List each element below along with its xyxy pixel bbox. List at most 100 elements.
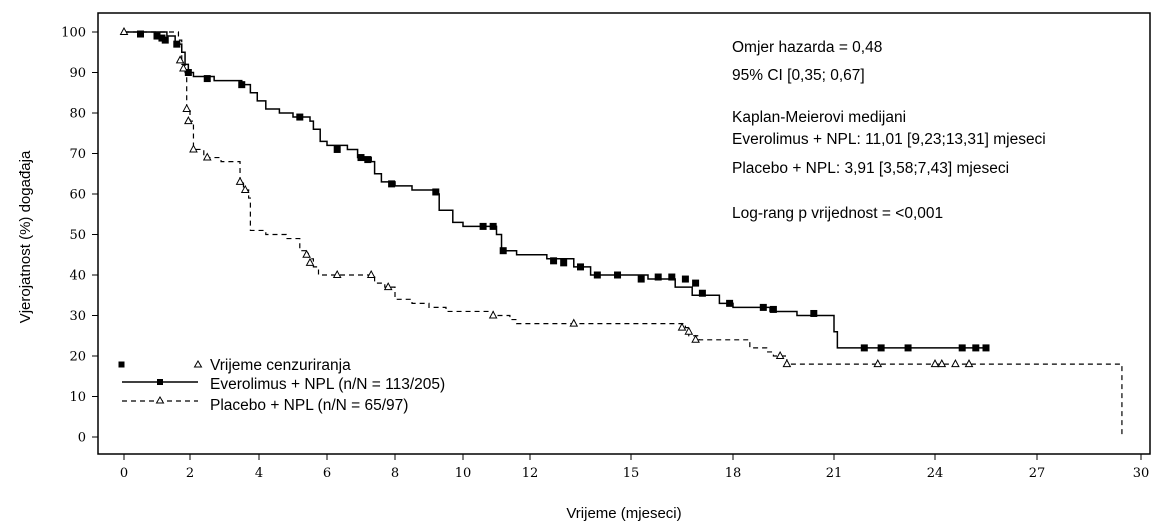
censor-marker-triangle: [366, 269, 376, 278]
censor-marker-triangle: [873, 359, 883, 368]
censor-marker-square: [364, 156, 372, 164]
censor-marker-triangle: [184, 116, 193, 125]
placebo-curve: [124, 31, 1123, 437]
censor-marker-square: [333, 145, 341, 153]
legend-everolimus-marker-icon: [157, 379, 163, 385]
censor-marker-square: [668, 273, 676, 281]
censor-marker-triangle: [202, 152, 212, 161]
censor-marker-triangle: [691, 334, 700, 343]
censor-marker-square: [593, 271, 601, 279]
censor-marker-triangle: [937, 359, 947, 368]
censor-marker-square: [184, 69, 192, 76]
censor-marker-triangle: [240, 184, 250, 193]
x-tick-label: 10: [455, 466, 472, 481]
censor-marker-square: [810, 309, 818, 317]
censor-marker-triangle: [488, 310, 498, 319]
censor-marker-triangle: [179, 63, 188, 72]
x-tick-label: 4: [255, 466, 263, 481]
x-tick-label: 0: [120, 466, 128, 481]
ci-text: 95% CI [0,35; 0,67]: [732, 67, 865, 84]
censor-marker-square: [499, 247, 507, 255]
censor-marker-triangle: [235, 176, 245, 185]
censor-marker-square: [550, 257, 558, 265]
censor-marker-square: [904, 344, 912, 352]
censor-marker-square: [432, 188, 440, 196]
x-tick-label: 2: [186, 466, 194, 481]
censor-marker-square: [726, 299, 734, 307]
censor-marker-square: [759, 303, 767, 311]
censor-marker-square: [388, 180, 396, 188]
censor-marker-square: [681, 275, 689, 283]
y-axis-label: Vjerojatnost (%) događaja: [17, 150, 34, 323]
hazard-ratio-text: Omjer hazarda = 0,48: [732, 39, 882, 56]
legend-censor-label: Vrijeme cenzuriranja: [210, 357, 351, 374]
x-axis: 0 2 4 6 8 10 12 15 18 21 24 27 30: [120, 454, 1149, 481]
censor-marker-square: [137, 30, 144, 38]
x-tick-label: 30: [1133, 466, 1150, 481]
censor-marker-square: [614, 271, 622, 279]
x-axis-label: Vrijeme (mjeseci): [566, 505, 681, 522]
censor-marker-triangle: [684, 326, 694, 335]
censor-marker-square: [877, 344, 885, 352]
legend-censor-square-icon: [118, 361, 125, 368]
x-tick-label: 8: [391, 466, 399, 481]
legend-censor-triangle-icon: [193, 360, 203, 368]
logrank-text: Log-rang p vrijednost = <0,001: [732, 205, 943, 222]
x-tick-label: 15: [623, 466, 640, 481]
series-layer: [119, 26, 1123, 437]
censor-marker-square: [296, 113, 304, 121]
y-tick-label: 60: [69, 188, 86, 203]
censor-marker-square: [161, 36, 169, 44]
y-tick-label: 0: [78, 431, 86, 446]
y-tick-label: 20: [69, 350, 86, 365]
censor-marker-square: [357, 154, 365, 162]
censor-marker-triangle: [175, 55, 185, 64]
censor-marker-triangle: [332, 269, 342, 278]
censor-marker-square: [637, 275, 645, 283]
censor-marker-square: [153, 32, 161, 40]
y-tick-label: 90: [69, 66, 86, 81]
censor-marker-triangle: [951, 359, 960, 368]
series-everolimus: [124, 30, 990, 352]
km-medians-heading: Kaplan-Meierovi medijani: [732, 109, 906, 126]
censor-marker-square: [692, 279, 700, 287]
censor-marker-triangle: [182, 103, 192, 112]
censor-marker-triangle: [383, 282, 393, 291]
censor-marker-square: [203, 75, 211, 83]
y-tick-label: 70: [69, 147, 86, 162]
x-tick-label: 6: [323, 466, 331, 481]
censor-marker-triangle: [930, 359, 940, 368]
censor-marker-triangle: [305, 257, 315, 266]
y-tick-label: 10: [69, 390, 86, 405]
censor-marker-triangle: [677, 322, 687, 331]
censor-marker-triangle: [189, 144, 198, 153]
y-tick-label: 50: [69, 228, 86, 243]
x-tick-label: 24: [927, 466, 944, 481]
y-tick-label: 100: [61, 26, 86, 41]
y-axis: 0 10 20 30 40 50 60 70 80 90 100: [61, 26, 98, 446]
placebo-median-text: Placebo + NPL: 3,91 [3,58;7,43] mjeseci: [732, 160, 1009, 177]
censor-marker-triangle: [302, 249, 311, 258]
y-tick-label: 30: [69, 309, 86, 324]
y-tick-label: 80: [69, 107, 86, 122]
censor-marker-square: [479, 222, 487, 230]
censor-marker-triangle: [775, 350, 785, 359]
censor-marker-square: [173, 40, 181, 48]
censor-marker-triangle: [964, 359, 974, 368]
censor-marker-square: [982, 344, 990, 352]
x-tick-label: 27: [1029, 466, 1046, 481]
censor-marker-square: [577, 263, 584, 271]
legend-everolimus-label: Everolimus + NPL (n/N = 113/205): [210, 376, 445, 393]
censor-marker-square: [489, 222, 497, 230]
censor-marker-square: [860, 344, 868, 352]
censor-marker-square: [972, 344, 980, 352]
censor-marker-triangle: [119, 26, 129, 35]
censor-marker-square: [698, 289, 706, 297]
censor-marker-square: [238, 81, 246, 89]
everolimus-median-text: Everolimus + NPL: 11,01 [9,23;13,31] mje…: [732, 131, 1046, 148]
x-tick-label: 21: [826, 466, 843, 481]
x-tick-label: 18: [725, 466, 742, 481]
x-tick-label: 12: [522, 466, 539, 481]
censor-marker-square: [769, 305, 777, 313]
